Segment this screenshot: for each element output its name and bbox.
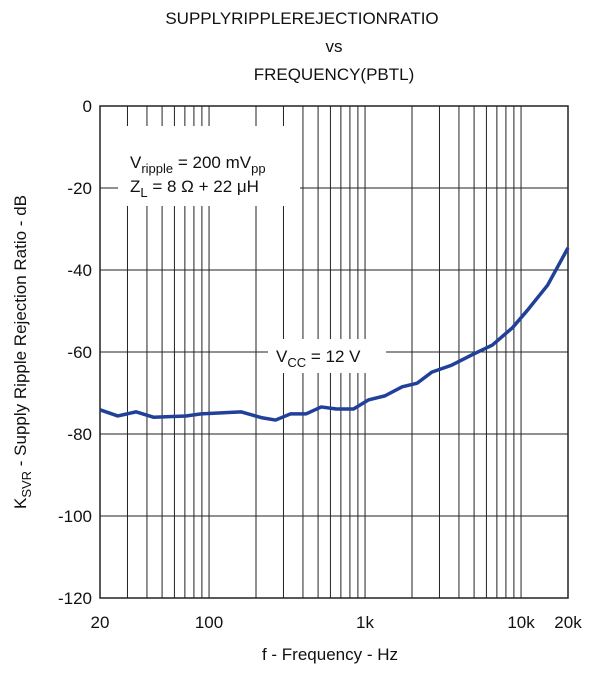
y-label-part: SVR [19, 471, 34, 498]
annotation: VCC = 12 V [276, 347, 361, 370]
y-axis-label: KSVR - Supply Ripple Rejection Ratio - d… [11, 195, 34, 509]
y-label-part: - Supply Ripple Rejection Ratio - dB [11, 195, 30, 471]
y-tick-label: -80 [67, 425, 92, 444]
annotation-part: V [276, 347, 288, 366]
chart-title: SUPPLYRIPPLEREJECTIONRATIO [165, 9, 438, 28]
annotation-part: = 8 Ω + 22 μH [148, 177, 259, 196]
chart-title: FREQUENCY(PBTL) [254, 65, 415, 84]
annotation-part: = 12 V [306, 347, 361, 366]
y-tick-label: -100 [58, 507, 92, 526]
annotation: Vripple = 200 mVpp [130, 153, 266, 176]
x-axis-label: f - Frequency - Hz [262, 645, 398, 664]
data-line [99, 247, 570, 422]
annotation-box [268, 339, 386, 373]
annotation-part: Z [130, 177, 140, 196]
chart-title: vs [326, 37, 343, 56]
annotation-part: = 200 mV [173, 153, 252, 172]
y-tick-label: 0 [83, 97, 92, 116]
annotation-part: pp [251, 161, 265, 176]
annotation-part: L [140, 185, 147, 200]
y-tick-label: -60 [67, 343, 92, 362]
annotation-part: V [130, 153, 142, 172]
annotation-box [118, 126, 300, 206]
annotation-part: ripple [141, 161, 173, 176]
annotation: ZL = 8 Ω + 22 μH [130, 177, 259, 200]
annotation-part: CC [287, 355, 306, 370]
x-tick-label: 20 [91, 613, 110, 632]
x-tick-label: 10k [507, 613, 535, 632]
y-tick-label: -20 [67, 179, 92, 198]
y-label-part: K [11, 497, 30, 509]
x-tick-label: 20k [554, 613, 582, 632]
y-tick-label: -40 [67, 261, 92, 280]
y-tick-label: -120 [58, 589, 92, 608]
x-tick-label: 100 [195, 613, 223, 632]
x-tick-label: 1k [356, 613, 374, 632]
